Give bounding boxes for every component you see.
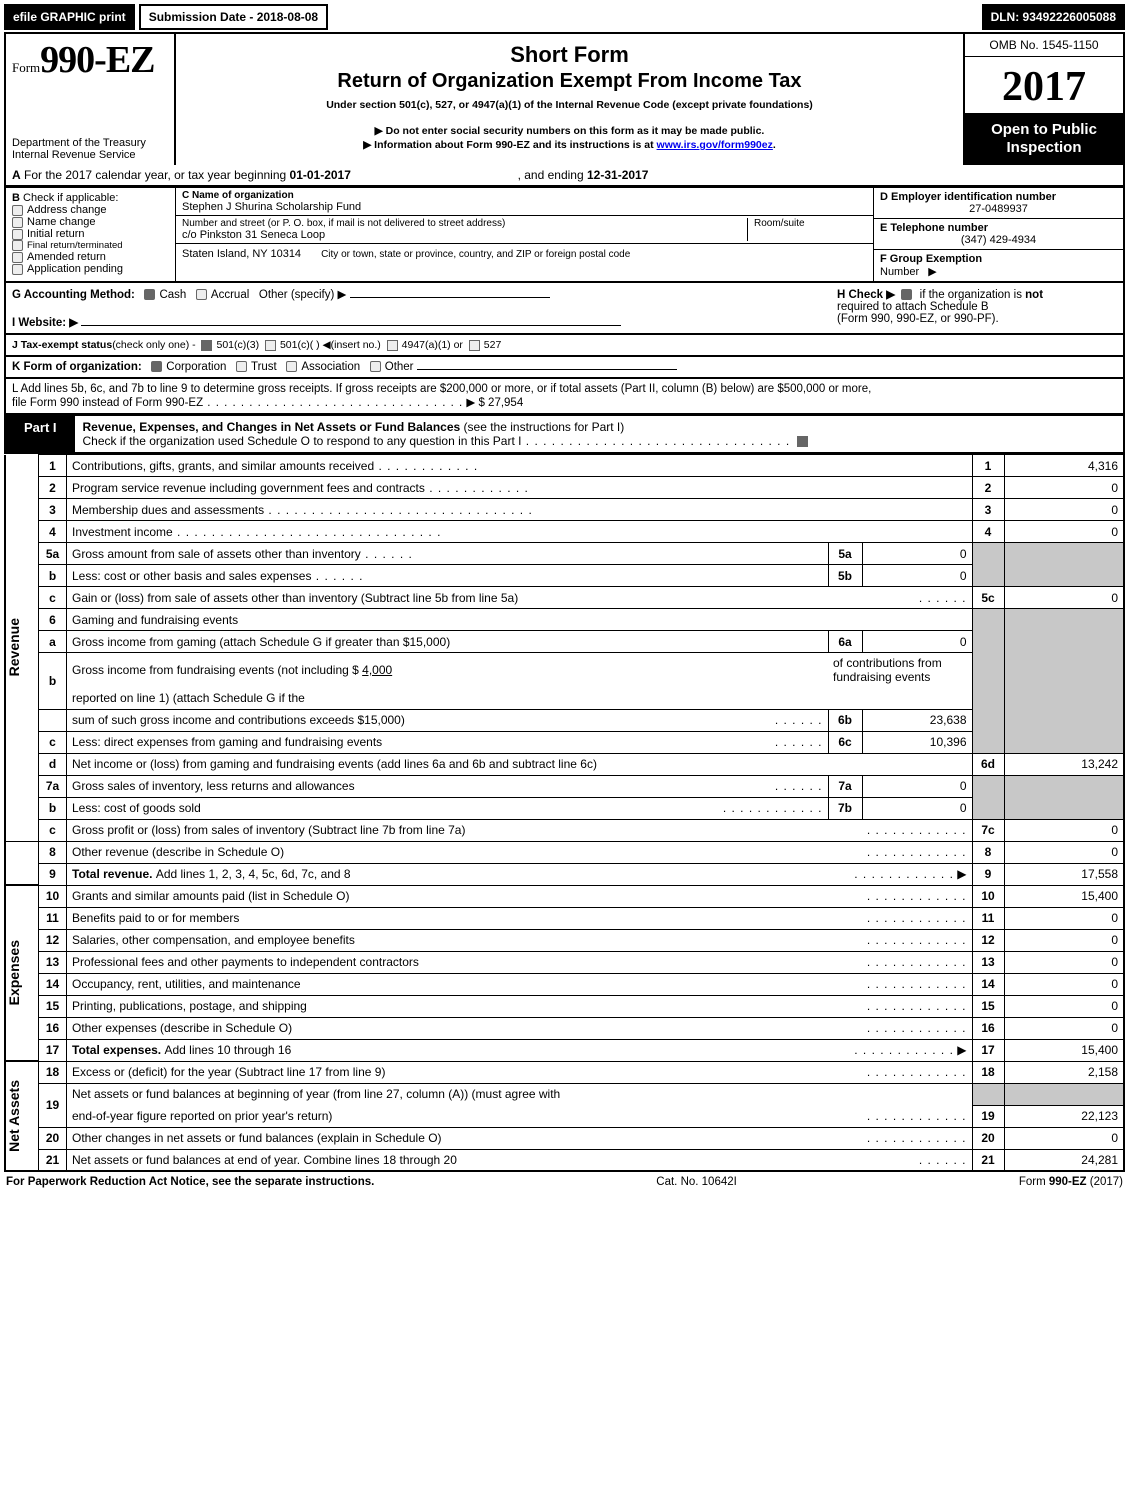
- arrow-icon: ▶: [928, 266, 936, 278]
- j-501c[interactable]: 501(c)( ): [280, 339, 320, 351]
- line7c-value: 0: [1004, 819, 1124, 841]
- omb-number: OMB No. 1545-1150: [965, 34, 1123, 57]
- line6a-value: 0: [862, 631, 972, 653]
- line3-value: 0: [1004, 499, 1124, 521]
- line13-value: 0: [1004, 951, 1124, 973]
- line15-value: 0: [1004, 995, 1124, 1017]
- side-revenue: Revenue: [6, 618, 22, 676]
- paperwork-notice: For Paperwork Reduction Act Notice, see …: [6, 1176, 374, 1188]
- under-section: Under section 501(c), 527, or 4947(a)(1)…: [186, 99, 953, 111]
- row-l: L Add lines 5b, 6c, and 7b to line 9 to …: [4, 379, 1125, 415]
- row-g-h: G Accounting Method: Cash Accrual Other …: [4, 283, 1125, 335]
- dln-badge: DLN: 93492226005088: [982, 4, 1125, 30]
- org-address: c/o Pinkston 31 Seneca Loop: [182, 229, 747, 241]
- ssn-warning: ▶ Do not enter social security numbers o…: [186, 125, 953, 137]
- k-assoc[interactable]: Association: [301, 361, 360, 373]
- room-suite-label: Room/suite: [747, 218, 867, 241]
- opt-initial-return[interactable]: Initial return: [27, 228, 84, 240]
- tax-year: 2017: [965, 57, 1123, 113]
- line21-value: 24,281: [1004, 1149, 1124, 1171]
- part1-title: Revenue, Expenses, and Changes in Net As…: [83, 420, 464, 434]
- form-header: Form990-EZ Department of the Treasury In…: [4, 32, 1125, 165]
- part1-table: Revenue 1 Contributions, gifts, grants, …: [4, 454, 1125, 1172]
- ein-value: 27-0489937: [880, 203, 1117, 215]
- footer: For Paperwork Reduction Act Notice, see …: [4, 1172, 1125, 1188]
- j-4947[interactable]: 4947(a)(1) or: [402, 339, 463, 351]
- org-name: Stephen J Shurina Scholarship Fund: [182, 201, 867, 213]
- part1-header: Part I Revenue, Expenses, and Changes in…: [4, 415, 1125, 454]
- opt-name-change[interactable]: Name change: [27, 216, 96, 228]
- line16-value: 0: [1004, 1017, 1124, 1039]
- opt-amended-return[interactable]: Amended return: [27, 251, 106, 263]
- line10-value: 15,400: [1004, 885, 1124, 907]
- open-to-public: Open to PublicInspection: [965, 113, 1123, 165]
- line5b-value: 0: [862, 565, 972, 587]
- line6b-value: 23,638: [862, 709, 972, 731]
- form-ref: Form 990-EZ (2017): [1019, 1176, 1123, 1188]
- line9-value: 17,558: [1004, 863, 1124, 885]
- k-trust[interactable]: Trust: [251, 361, 277, 373]
- line5a-value: 0: [862, 543, 972, 565]
- d-label: D Employer identification number: [880, 191, 1056, 203]
- line19-value: 22,123: [1004, 1105, 1124, 1127]
- row-b-block: B Check if applicable: Address change Na…: [4, 187, 1125, 283]
- acct-accrual[interactable]: Accrual: [211, 289, 249, 301]
- phone-value: (347) 429-4934: [880, 234, 1117, 246]
- opt-application-pending[interactable]: Application pending: [27, 263, 123, 275]
- e-label: E Telephone number: [880, 222, 988, 234]
- line6c-value: 10,396: [862, 731, 972, 753]
- line18-value: 2,158: [1004, 1061, 1124, 1083]
- cat-number: Cat. No. 10642I: [656, 1176, 737, 1188]
- j-527[interactable]: 527: [484, 339, 502, 351]
- short-form-title: Short Form: [186, 42, 953, 68]
- acct-cash[interactable]: Cash: [159, 289, 186, 301]
- line4-value: 0: [1004, 521, 1124, 543]
- line14-value: 0: [1004, 973, 1124, 995]
- opt-final-return[interactable]: Final return/terminated: [27, 240, 123, 251]
- part1-schedule-o-checkbox[interactable]: [797, 436, 808, 447]
- city-label: City or town, state or province, country…: [321, 249, 630, 260]
- form-number: Form990-EZ: [12, 38, 168, 82]
- addr-label: Number and street (or P. O. box, if mail…: [182, 218, 747, 229]
- f-label: F Group Exemption: [880, 253, 982, 265]
- irs-link[interactable]: www.irs.gov/form990ez: [657, 139, 773, 151]
- top-bar: efile GRAPHIC print Submission Date - 20…: [4, 4, 1125, 30]
- line5c-value: 0: [1004, 587, 1124, 609]
- acct-other[interactable]: Other (specify) ▶: [259, 289, 346, 301]
- i-website-label: I Website: ▶: [12, 317, 78, 329]
- line7b-value: 0: [862, 797, 972, 819]
- row-k: K Form of organization: Corporation Trus…: [4, 357, 1125, 379]
- line17-value: 15,400: [1004, 1039, 1124, 1061]
- submission-date: Submission Date - 2018-08-08: [139, 4, 328, 30]
- c-label: C Name of organization: [182, 190, 294, 201]
- line7a-value: 0: [862, 775, 972, 797]
- line6d-value: 13,242: [1004, 753, 1124, 775]
- return-title: Return of Organization Exempt From Incom…: [186, 70, 953, 93]
- h-label: H Check ▶: [837, 289, 895, 301]
- efile-badge: efile GRAPHIC print: [4, 4, 135, 30]
- line8-value: 0: [1004, 841, 1124, 863]
- side-expenses: Expenses: [6, 940, 22, 1005]
- dept-line-2: Internal Revenue Service: [12, 149, 168, 161]
- g-label: G Accounting Method:: [12, 289, 135, 301]
- line1-value: 4,316: [1004, 455, 1124, 477]
- l-amount: ▶ $ 27,954: [466, 397, 523, 409]
- opt-address-change[interactable]: Address change: [27, 204, 107, 216]
- org-city: Staten Island, NY 10314: [182, 248, 301, 260]
- row-a: A For the 2017 calendar year, or tax yea…: [4, 165, 1125, 187]
- k-corp[interactable]: Corporation: [166, 361, 226, 373]
- line2-value: 0: [1004, 477, 1124, 499]
- part1-label: Part I: [6, 416, 75, 452]
- row-j: J Tax-exempt status(check only one) - 50…: [4, 335, 1125, 357]
- j-501c3[interactable]: 501(c)(3): [216, 339, 259, 351]
- info-line: ▶ Information about Form 990-EZ and its …: [186, 139, 953, 151]
- line20-value: 0: [1004, 1127, 1124, 1149]
- line12-value: 0: [1004, 929, 1124, 951]
- check-if-applicable-label: Check if applicable:: [23, 192, 118, 204]
- side-net-assets: Net Assets: [6, 1080, 22, 1152]
- line11-value: 0: [1004, 907, 1124, 929]
- k-other[interactable]: Other: [385, 361, 414, 373]
- dept-line-1: Department of the Treasury: [12, 137, 168, 149]
